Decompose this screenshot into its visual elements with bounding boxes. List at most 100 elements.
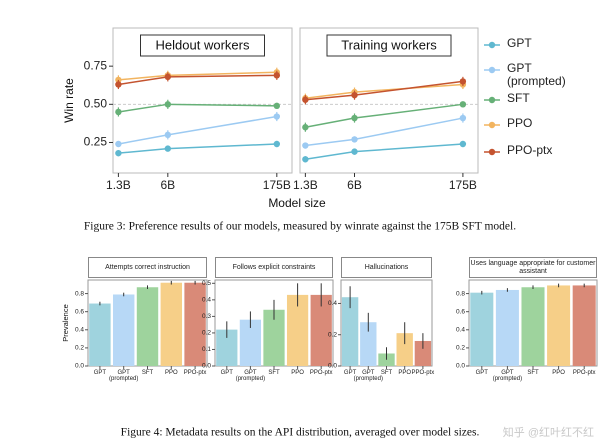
bar [310,294,332,366]
bar [547,285,571,366]
point [459,140,467,148]
y-axis-label: Win rate [62,78,76,123]
y-tick-label: 0.8 [456,290,465,297]
bar [112,294,135,366]
y-tick-label: 0.25 [84,135,108,149]
point [459,114,467,122]
legend-swatch [488,96,496,104]
point [115,81,122,88]
caption: Figure 4: Metadata results on the API di… [121,427,480,439]
bar [216,329,238,366]
x-tick-label: PPO [552,370,565,376]
y-tick-label: 0.2 [75,345,84,352]
x-tick-label: GPT [220,370,233,376]
point [115,140,122,148]
y-tick-label: 0.8 [75,290,84,297]
bar [341,297,359,366]
bar [521,287,545,366]
bar [239,319,262,366]
x-tick-label: PPO-ptx [572,370,596,376]
x-tick-label: PPO-ptx [183,370,207,376]
panel-title: Uses language appropriate for customer a… [469,257,597,278]
legend-label: SFT [507,91,530,105]
panel-title: Attempts correct instruction [88,257,207,278]
point [459,78,467,85]
y-tick-label: 0.4 [202,297,211,304]
point [273,102,281,110]
x-tick-label: GPT (prompted) [109,370,139,383]
x-tick-label: 6B [160,178,175,192]
bar [495,289,519,366]
point [302,142,309,149]
panel-title-box [326,34,452,57]
x-tick-label: GPT [343,370,357,376]
x-tick-label: 1.3B [293,178,318,192]
x-tick-label: 175B [449,178,477,192]
bar [414,340,432,366]
y-tick-label: 0.0 [456,363,465,370]
x-tick-label: GPT [475,370,488,376]
panel-title: Training workers [341,37,437,52]
point [302,96,309,103]
point [115,149,122,157]
x-tick-label: 1.3B [106,178,131,192]
legend-label: PPO-ptx [507,143,553,157]
point [302,124,309,131]
x-tick-label: SFT [141,370,154,376]
x-tick-label: PPO [164,370,178,376]
y-tick-label: 0.2 [456,345,465,352]
bar [263,309,285,366]
point [164,101,172,108]
bar [160,282,183,366]
bar [286,294,309,366]
bar [470,292,494,366]
bar [396,333,413,366]
y-tick-label: 0.3 [202,313,211,320]
legend-swatch [488,41,496,49]
legend-label: PPO [507,116,533,130]
point [273,140,281,148]
x-tick-label: GPT (prompted) [353,370,383,383]
point [273,113,281,120]
bar [136,287,159,366]
point [351,148,358,155]
bar [89,303,111,366]
point [164,73,172,81]
y-tick-label: 0.0 [75,363,84,370]
legend-swatch [488,66,496,74]
legend-label: GPT (prompted) [507,61,566,88]
point [351,114,358,122]
point [351,136,358,143]
y-tick-label: 0.75 [84,58,108,72]
x-tick-label: 175B [263,178,291,192]
point [459,101,467,108]
y-tick-label: 0.4 [328,300,337,307]
point [164,145,172,152]
point [302,156,309,163]
point [273,72,281,79]
y-tick-label: 0.0 [328,363,337,370]
y-tick-label: 0.6 [456,308,465,315]
watermark: 知乎 @红叶红不红 [503,425,594,439]
point [351,91,358,99]
y-tick-label: 0.6 [75,308,84,315]
y-tick-label: 0.2 [202,330,211,337]
y-tick-label: 0.50 [84,96,108,110]
x-tick-label: PPO [398,370,412,376]
x-tick-label: PPO-ptx [411,370,435,376]
point [164,131,172,139]
point [115,108,122,116]
y-tick-label: 0.5 [202,280,211,287]
x-tick-label: 6B [347,178,362,192]
x-tick-label: SFT [268,370,280,376]
y-tick-label: 0.4 [456,327,465,334]
x-tick-label: PPO [291,370,304,376]
caption: Figure 3: Preference results of our mode… [84,221,516,233]
x-tick-label: GPT (prompted) [235,370,266,383]
panel-title: Follows explicit constraints [215,257,333,278]
bar [572,285,596,366]
bar [360,322,377,366]
legend-label: GPT [507,36,532,50]
